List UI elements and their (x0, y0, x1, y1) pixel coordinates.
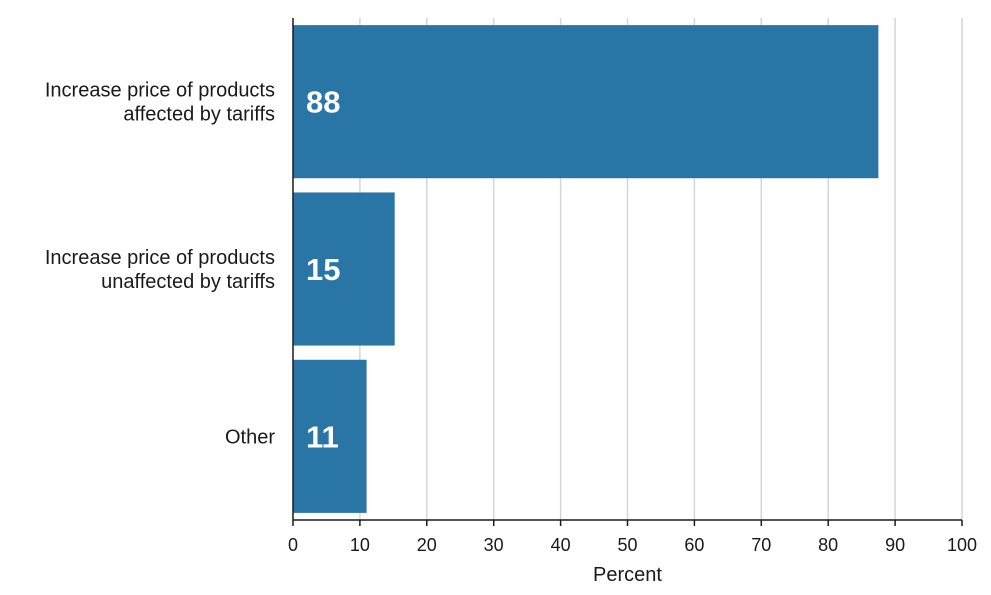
bars: 88 15 11 (293, 25, 879, 513)
category-label-2-line-0: Other (225, 426, 275, 448)
data-label-0: 88 (306, 85, 340, 120)
x-tick-labels: 0 10 20 30 40 50 60 70 80 90 100 (288, 535, 977, 555)
x-tick-label-70: 70 (751, 535, 771, 555)
x-axis-title: Percent (593, 564, 662, 586)
x-tick-label-90: 90 (885, 535, 905, 555)
x-tick-label-20: 20 (417, 535, 437, 555)
category-label-0-line-0: Increase price of products (45, 80, 275, 102)
x-tick-label-0: 0 (288, 535, 298, 555)
bar-0 (293, 25, 879, 179)
x-tick-label-10: 10 (350, 535, 370, 555)
category-label-1-line-0: Increase price of products (45, 247, 275, 269)
axes (292, 18, 963, 526)
data-label-2: 11 (306, 419, 339, 454)
x-tick-label-60: 60 (684, 535, 704, 555)
bar-2 (293, 359, 367, 513)
x-tick-label-30: 30 (484, 535, 504, 555)
x-tick-label-80: 80 (818, 535, 838, 555)
category-label-0-line-1: affected by tariffs (123, 104, 275, 126)
bar-1 (293, 192, 395, 346)
data-label-1: 15 (306, 252, 340, 287)
x-tick-label-100: 100 (947, 535, 977, 555)
x-tick-label-40: 40 (551, 535, 571, 555)
category-label-1-line-1: unaffected by tariffs (101, 271, 275, 293)
x-tick-label-50: 50 (617, 535, 637, 555)
